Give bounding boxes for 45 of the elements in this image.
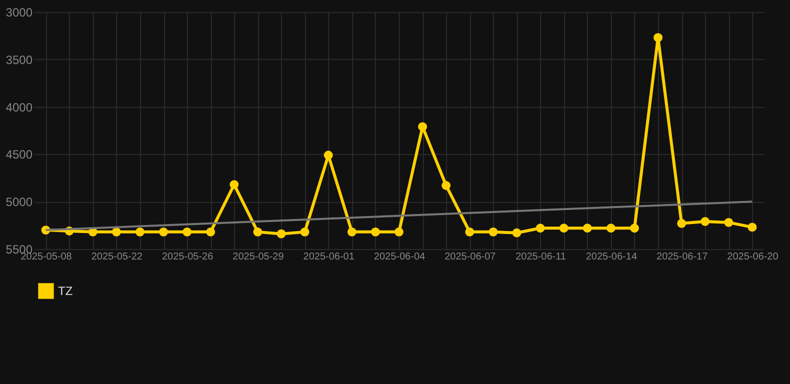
- x-tick-label: 2025-06-07: [444, 252, 496, 262]
- point: [370, 227, 380, 236]
- x-tick-label: 2025-05-22: [91, 252, 143, 262]
- point: [748, 222, 757, 232]
- x-tick-label: 2025-06-14: [586, 252, 638, 262]
- point: [677, 218, 686, 228]
- point: [630, 224, 639, 233]
- point: [512, 228, 522, 238]
- point: [606, 224, 616, 233]
- point: [253, 227, 262, 236]
- point: [442, 181, 451, 190]
- point: [536, 224, 545, 233]
- point: [300, 227, 310, 236]
- x-tick-label: 2025-06-01: [303, 252, 355, 262]
- legend-label: TZ: [58, 284, 73, 298]
- y-tick-label: 3000: [6, 6, 33, 20]
- x-tick-label: 2025-05-26: [162, 252, 214, 262]
- point: [182, 227, 192, 236]
- x-tick-label: 2025-06-11: [516, 252, 566, 262]
- point: [700, 217, 710, 226]
- x-tick-label: 2025-05-29: [232, 252, 284, 262]
- point: [559, 224, 568, 233]
- point: [324, 150, 333, 160]
- x-tick-label: 2025-05-08: [20, 252, 72, 262]
- point: [582, 224, 592, 233]
- point: [206, 227, 216, 236]
- point: [112, 227, 121, 236]
- point: [135, 227, 144, 236]
- point: [230, 180, 239, 189]
- point: [465, 227, 474, 236]
- point: [394, 227, 404, 236]
- y-tick-label: 4500: [6, 148, 33, 162]
- y-tick-label: 3500: [6, 52, 33, 67]
- point: [347, 227, 356, 236]
- point: [654, 33, 663, 42]
- point: [724, 218, 734, 227]
- x-tick-label: 2025-06-20: [727, 252, 779, 262]
- y-tick-label: 5000: [6, 195, 33, 210]
- x-tick-label: 2025-06-17: [656, 252, 708, 262]
- point: [488, 227, 498, 236]
- point: [418, 122, 428, 132]
- point: [276, 229, 286, 238]
- point: [159, 227, 168, 236]
- x-tick-label: 2025-06-04: [374, 252, 426, 262]
- y-tick-label: 4000: [6, 100, 33, 114]
